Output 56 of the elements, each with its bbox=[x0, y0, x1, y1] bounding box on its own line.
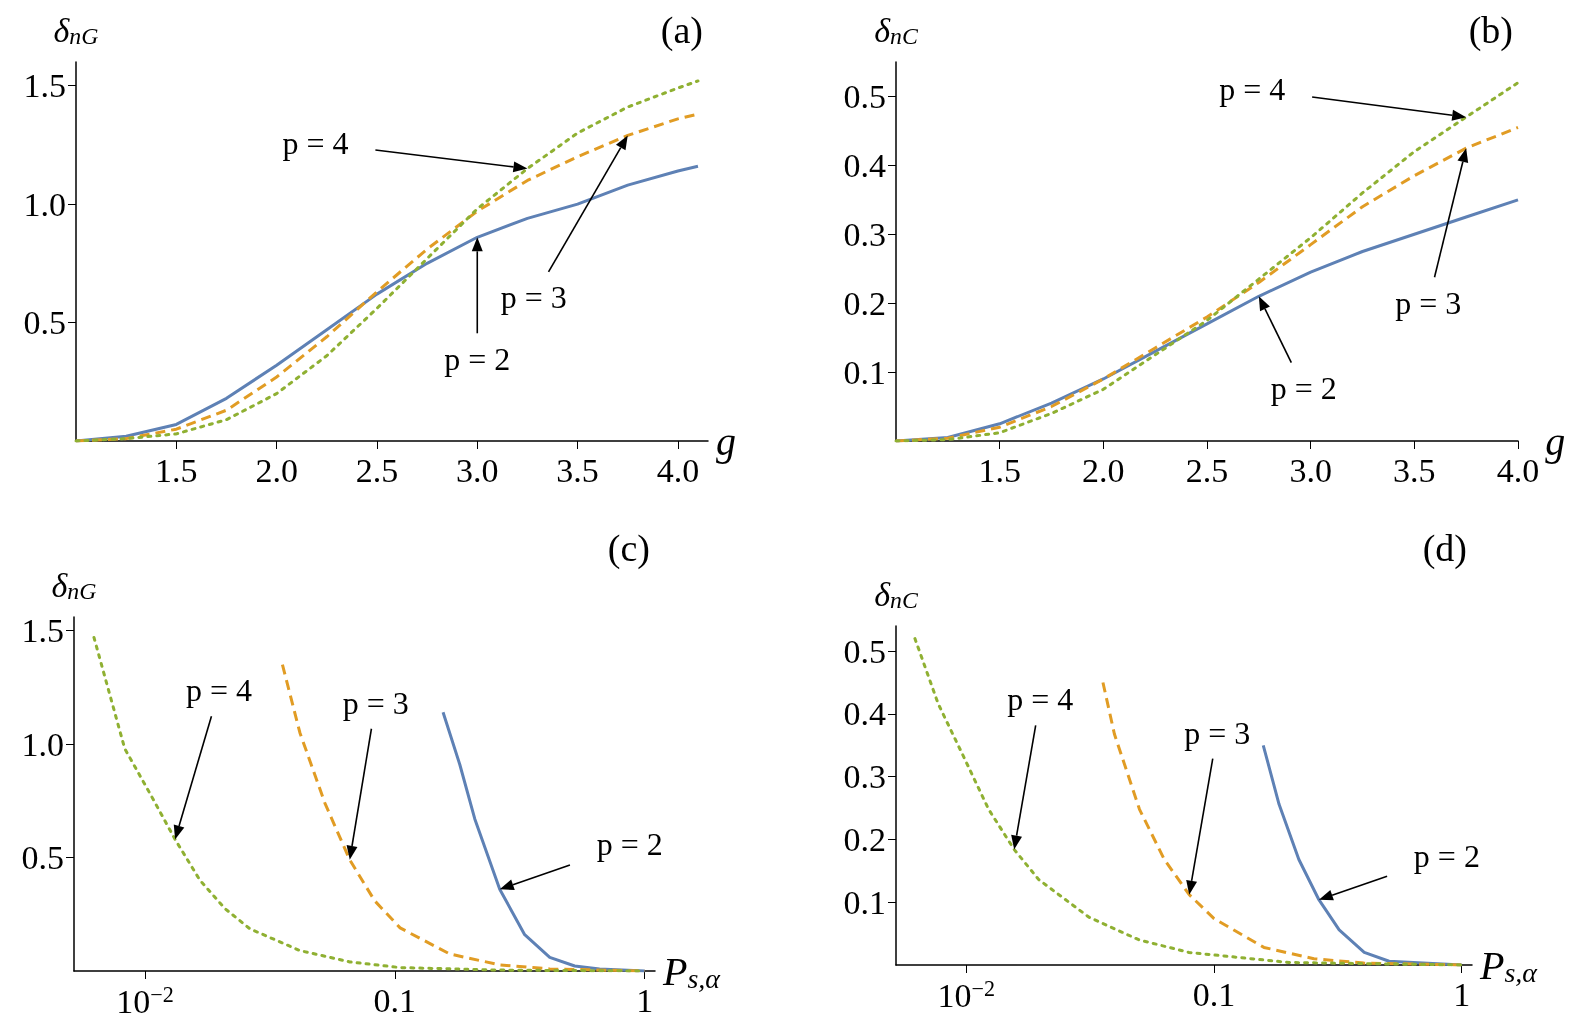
annotation: p = 4 bbox=[186, 672, 253, 709]
x-tick-label: 1.5 bbox=[155, 451, 198, 489]
x-axis-title: Ps,α bbox=[1479, 942, 1539, 988]
y-tick-label: 0.5 bbox=[23, 304, 66, 342]
x-tick-label: 2.5 bbox=[1185, 451, 1229, 489]
x-tick-label: 1 bbox=[1453, 975, 1471, 1013]
y-axis-title: δnG bbox=[53, 11, 99, 49]
annotation: p = 2 bbox=[1413, 837, 1480, 874]
annotation: p = 4 bbox=[282, 124, 349, 161]
y-axis-title: δnG bbox=[51, 566, 97, 604]
chart-title: (a) bbox=[660, 9, 704, 52]
y-tick-label: 1.5 bbox=[21, 612, 64, 650]
annotation: p = 2 bbox=[1270, 370, 1337, 407]
x-axis-title: g bbox=[1545, 418, 1566, 464]
x-axis-title: Ps,α bbox=[662, 948, 722, 994]
y-tick-label: 0.3 bbox=[843, 215, 886, 253]
x-tick-label: 1.5 bbox=[978, 451, 1021, 489]
y-tick-label: 1.0 bbox=[23, 185, 66, 223]
y-tick-label: 0.4 bbox=[843, 146, 886, 184]
annotation: p = 2 bbox=[596, 826, 663, 863]
x-tick-label: 0.1 bbox=[1192, 975, 1236, 1013]
y-tick-label: 0.5 bbox=[843, 77, 886, 115]
y-tick-label: 0.2 bbox=[843, 820, 886, 858]
x-tick-label: 3.0 bbox=[456, 451, 499, 489]
annotation: p = 3 bbox=[500, 279, 567, 316]
y-tick-label: 0.1 bbox=[843, 353, 886, 391]
x-tick-label: 0.1 bbox=[373, 981, 417, 1019]
annotation: p = 3 bbox=[1395, 285, 1462, 322]
y-tick-label: 0.1 bbox=[843, 883, 886, 921]
annotation: p = 4 bbox=[1007, 681, 1074, 718]
annotation: p = 3 bbox=[1184, 714, 1251, 751]
y-tick-label: 0.4 bbox=[843, 695, 886, 733]
x-tick-label: 2.5 bbox=[355, 451, 399, 489]
x-tick-label: 3.5 bbox=[556, 451, 599, 489]
y-tick-label: 0.5 bbox=[21, 839, 64, 877]
x-tick-label: 4.0 bbox=[656, 451, 700, 489]
y-axis-title: δnC bbox=[874, 11, 919, 49]
x-tick-label: 2.0 bbox=[1082, 451, 1125, 489]
x-tick-label: 2.0 bbox=[255, 451, 298, 489]
y-tick-label: 1.0 bbox=[21, 725, 64, 763]
chart-title: (d) bbox=[1422, 527, 1467, 570]
x-axis-title: g bbox=[716, 418, 736, 464]
y-axis-title: δnC bbox=[874, 575, 919, 613]
annotation: p = 2 bbox=[444, 341, 511, 378]
y-tick-label: 0.5 bbox=[843, 632, 886, 670]
x-tick-label: 3.0 bbox=[1289, 451, 1332, 489]
x-tick-label: 4.0 bbox=[1496, 451, 1540, 489]
annotation: p = 4 bbox=[1219, 71, 1286, 108]
y-tick-label: 1.5 bbox=[23, 67, 66, 105]
annotation: p = 3 bbox=[342, 684, 409, 721]
chart-title: (b) bbox=[1468, 9, 1513, 52]
x-tick-label: 1 bbox=[636, 981, 654, 1019]
chart-title: (c) bbox=[607, 527, 651, 570]
x-tick-label: 3.5 bbox=[1393, 451, 1436, 489]
y-tick-label: 0.2 bbox=[843, 284, 886, 322]
y-tick-label: 0.3 bbox=[843, 758, 886, 796]
